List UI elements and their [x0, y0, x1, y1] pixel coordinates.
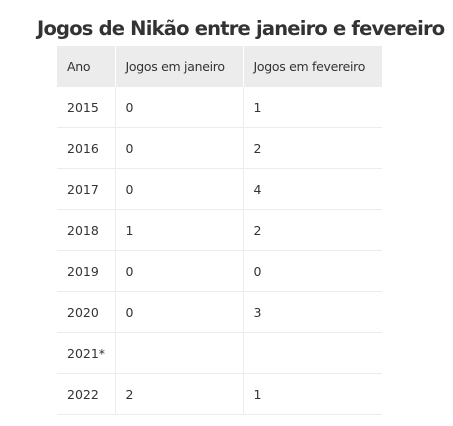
cell-ano: 2021*: [57, 332, 116, 374]
table-row: 2017 0 4: [57, 168, 382, 210]
table-row: 2018 1 2: [57, 209, 382, 251]
cell-jogos-fevereiro: 2: [243, 127, 382, 169]
cell-ano: 2018: [57, 209, 116, 251]
cell-jogos-janeiro: 0: [115, 127, 244, 169]
cell-jogos-janeiro: 0: [115, 87, 244, 128]
cell-jogos-fevereiro: [243, 332, 382, 374]
cell-jogos-janeiro: [115, 332, 244, 374]
cell-ano: 2022: [57, 373, 116, 415]
table-row: 2020 0 3: [57, 291, 382, 333]
table-row: 2019 0 0: [57, 250, 382, 292]
cell-jogos-fevereiro: 4: [243, 168, 382, 210]
header-ano: Ano: [57, 46, 116, 87]
cell-jogos-janeiro: 0: [115, 168, 244, 210]
table-row: 2016 0 2: [57, 127, 382, 169]
cell-jogos-fevereiro: 1: [243, 87, 382, 128]
header-jogos-fevereiro: Jogos em fevereiro: [243, 46, 382, 87]
cell-jogos-janeiro: 1: [115, 209, 244, 251]
cell-jogos-fevereiro: 3: [243, 291, 382, 333]
table-row: 2022 2 1: [57, 373, 382, 415]
header-jogos-janeiro: Jogos em janeiro: [115, 46, 244, 87]
page-title: Jogos de Nikão entre janeiro e fevereiro: [37, 17, 445, 40]
table-header-row: Ano Jogos em janeiro Jogos em fevereiro: [57, 46, 382, 87]
cell-jogos-fevereiro: 1: [243, 373, 382, 415]
cell-jogos-janeiro: 0: [115, 250, 244, 292]
cell-ano: 2017: [57, 168, 116, 210]
table-row: 2021*: [57, 332, 382, 374]
cell-ano: 2020: [57, 291, 116, 333]
games-table: Ano Jogos em janeiro Jogos em fevereiro …: [57, 46, 382, 415]
cell-ano: 2015: [57, 87, 116, 128]
cell-jogos-janeiro: 2: [115, 373, 244, 415]
cell-ano: 2019: [57, 250, 116, 292]
cell-jogos-fevereiro: 0: [243, 250, 382, 292]
cell-ano: 2016: [57, 127, 116, 169]
cell-jogos-janeiro: 0: [115, 291, 244, 333]
cell-jogos-fevereiro: 2: [243, 209, 382, 251]
table-row: 2015 0 1: [57, 87, 382, 128]
